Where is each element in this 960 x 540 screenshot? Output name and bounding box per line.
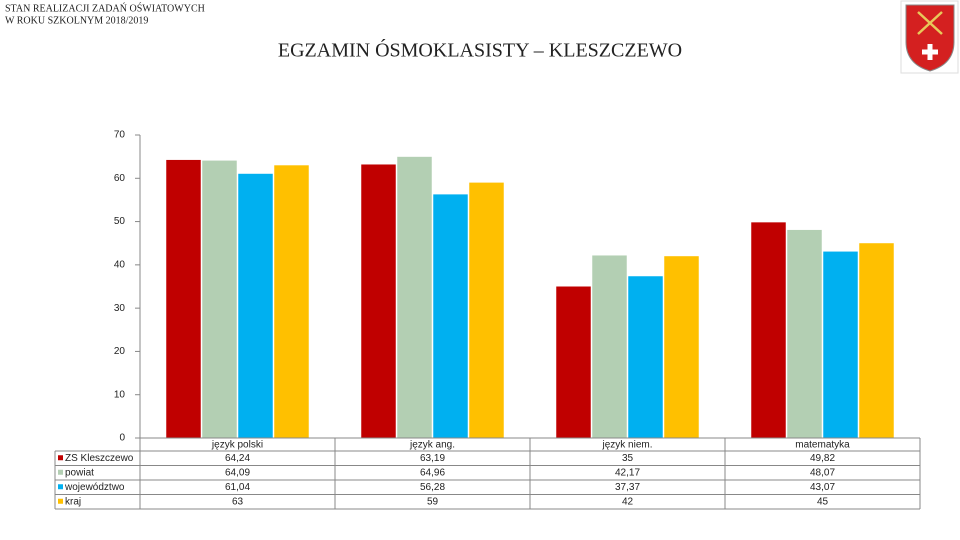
x-tick-label: matematyka	[795, 440, 850, 451]
legend-swatch	[58, 484, 63, 490]
data-label: 45	[817, 496, 829, 507]
bar	[664, 256, 699, 438]
legend-swatch	[58, 455, 63, 461]
y-tick-label: 20	[114, 346, 126, 357]
bar	[469, 182, 504, 438]
data-label: 64,96	[420, 467, 445, 478]
bar	[202, 160, 237, 439]
data-label: 63	[232, 496, 244, 507]
data-label: 64,24	[225, 453, 250, 464]
data-label: 42,17	[615, 467, 640, 478]
bar	[166, 159, 201, 439]
data-label: 59	[427, 496, 439, 507]
crest	[900, 0, 959, 74]
bar	[361, 164, 396, 438]
x-tick-label: język polski	[211, 440, 263, 451]
bar	[628, 276, 663, 438]
bar	[823, 251, 858, 438]
bar	[433, 194, 468, 438]
legend-label: kraj	[65, 496, 81, 507]
bar	[859, 243, 894, 438]
header-line: W ROKU SZKOLNYM 2018/2019	[5, 15, 148, 26]
legend-label: województwo	[64, 482, 125, 493]
header-line: STAN REALIZACJI ZADAŃ OŚWIATOWYCH	[5, 2, 205, 14]
y-tick-label: 0	[119, 433, 125, 444]
legend-swatch	[58, 469, 63, 475]
bar	[274, 165, 309, 439]
bar	[556, 286, 591, 438]
data-label: 49,82	[810, 453, 835, 464]
x-tick-label: język niem.	[601, 440, 652, 451]
y-tick-label: 70	[114, 130, 126, 141]
y-tick-label: 40	[114, 259, 126, 270]
legend-swatch	[58, 498, 63, 504]
bar	[592, 255, 627, 438]
legend-label: powiat	[65, 467, 94, 478]
y-tick-label: 50	[114, 216, 126, 227]
bar	[397, 156, 432, 439]
data-label: 42	[622, 496, 634, 507]
data-label: 63,19	[420, 453, 445, 464]
data-label: 37,37	[615, 482, 640, 493]
bar	[238, 173, 273, 438]
legend-label: ZS Kleszczewo	[65, 453, 134, 464]
chart-title: EGZAMIN ÓSMOKLASISTY – KLESZCZEWO	[278, 38, 682, 62]
bar	[787, 229, 822, 438]
y-tick-label: 60	[114, 173, 126, 184]
x-tick-label: język ang.	[409, 440, 455, 451]
data-label: 61,04	[225, 482, 250, 493]
bar	[751, 222, 786, 438]
data-label: 56,28	[420, 482, 445, 493]
data-label: 64,09	[225, 467, 250, 478]
y-tick-label: 10	[114, 389, 126, 400]
y-tick-label: 30	[114, 303, 126, 314]
data-label: 48,07	[810, 467, 835, 478]
data-label: 43,07	[810, 482, 835, 493]
data-label: 35	[622, 453, 634, 464]
